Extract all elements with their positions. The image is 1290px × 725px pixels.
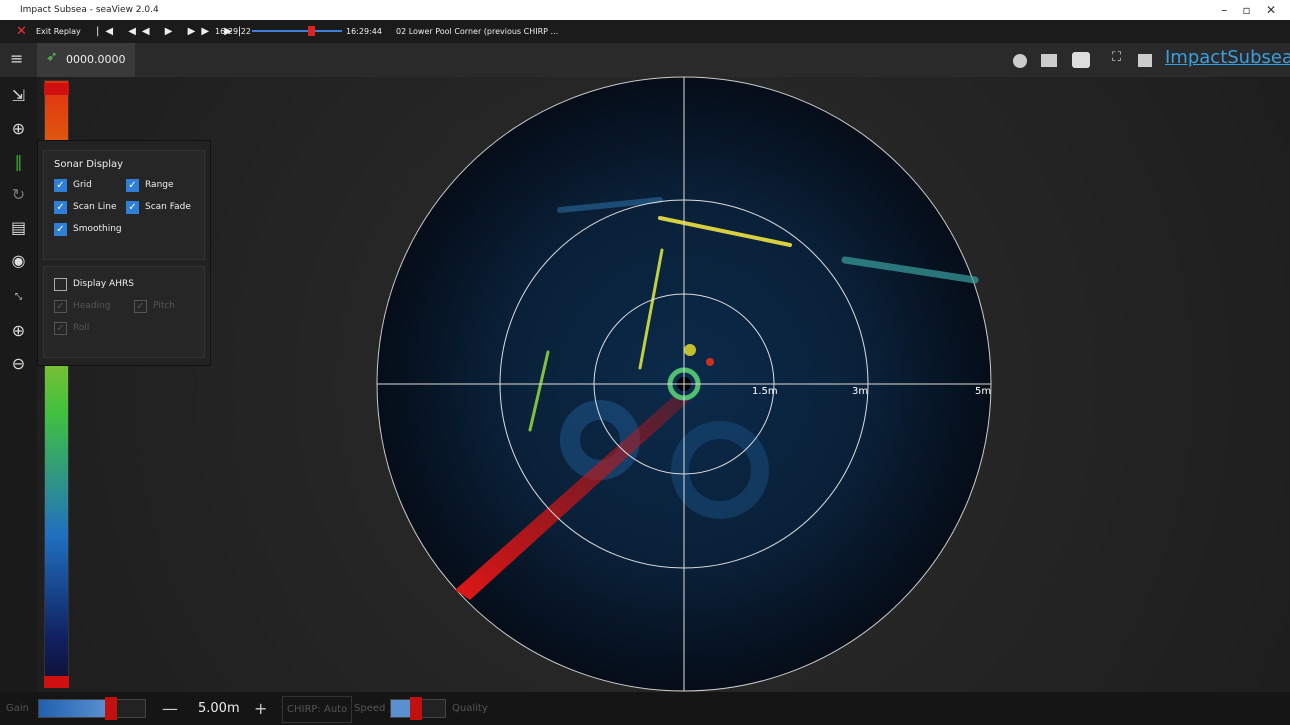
gain-label: Gain: [6, 703, 29, 714]
fullscreen-button[interactable]: ⛶: [1112, 50, 1122, 65]
checkbox[interactable]: ✓: [126, 200, 139, 214]
file-name: 02 Lower Pool Corner (previous CHIRP ...: [396, 27, 559, 36]
exit-icon[interactable]: ✕: [16, 24, 27, 39]
sensor-icon: ➶: [46, 49, 58, 65]
speed-label: Speed: [354, 703, 386, 714]
checkbox: ✓: [134, 299, 147, 313]
option[interactable]: ✓ Smoothing: [54, 218, 126, 240]
sonar-view: [37, 77, 1290, 692]
sonar-options: ✓ Grid ✓ Range ✓ Scan Line ✓ Scan Fade ✓ Smoothin…: [54, 174, 194, 240]
sonar-display-title: Sonar Display: [54, 159, 124, 170]
option-label: Smoothing: [73, 224, 122, 234]
option: ✓ Heading: [54, 295, 134, 317]
display-panel: Sonar Display ✓ Grid ✓ Range ✓ Scan Line ✓ Scan…: [37, 140, 211, 366]
checkbox[interactable]: ✓: [54, 222, 67, 236]
checkbox: ✓: [54, 321, 67, 335]
checkbox[interactable]: ✓: [126, 178, 139, 192]
option[interactable]: ✓ Grid: [54, 174, 126, 196]
folder-button[interactable]: [1041, 54, 1057, 67]
scale-top-handle[interactable]: [44, 83, 69, 95]
option[interactable]: ✓ Scan Fade: [126, 196, 206, 218]
chirp[interactable]: CHIRP: Auto: [282, 696, 353, 723]
timeline-thumb[interactable]: [308, 26, 315, 36]
ahrs-box: Display AHRS ✓ Heading ✓ Pitch ✓ Roll: [43, 266, 205, 358]
ahrs-toggle[interactable]: Display AHRS: [54, 273, 194, 295]
layout-button[interactable]: [1138, 54, 1152, 67]
window-title: Impact Subsea - seaView 2.0.4: [20, 5, 159, 15]
menu-button[interactable]: ≡: [10, 49, 24, 68]
option-label: Grid: [73, 180, 92, 190]
playback-controls[interactable]: |◀ ◀◀ ▶ ▶▶ ▶|: [96, 26, 248, 37]
option[interactable]: ✓ Scan Line: [54, 196, 126, 218]
range-increase[interactable]: +: [254, 699, 268, 718]
record-button[interactable]: [1013, 54, 1027, 68]
side-tools[interactable]: ⇲ ⊕ ‖ ↻ ▤ ◉ ⤡ ⊕ ⊖: [10, 86, 27, 373]
option-label: Scan Line: [73, 202, 117, 212]
option-label: Pitch: [153, 301, 175, 311]
sonar-display-box: Sonar Display ✓ Grid ✓ Range ✓ Scan Line ✓ Scan…: [43, 150, 205, 260]
checkbox[interactable]: [54, 277, 67, 291]
title-bar: Impact Subsea - seaView 2.0.4 – ▫ ✕: [0, 0, 1290, 20]
range-value: 5.00m: [198, 701, 240, 716]
logo: ImpactSubsea: [1165, 47, 1290, 68]
exit-replay[interactable]: Exit Replay: [36, 27, 81, 36]
window-controls[interactable]: – ▫ ✕: [1221, 3, 1276, 17]
timeline[interactable]: [252, 30, 342, 32]
option-label: Heading: [73, 301, 111, 311]
option-label: Range: [145, 180, 174, 190]
option: ✓ Roll: [54, 317, 134, 339]
quality-label: Quality: [452, 703, 488, 714]
option-label: Roll: [73, 323, 90, 333]
replay-bar: ✕ Exit Replay |◀ ◀◀ ▶ ▶▶ ▶| 16:29:22 16:…: [0, 20, 1290, 43]
bottom-bar: Gain — 5.00m + CHIRP: Auto Speed Quality: [0, 692, 1290, 725]
gain-thumb[interactable]: [105, 697, 117, 720]
start-time: 16:29:22: [215, 27, 251, 36]
range-decrease[interactable]: —: [162, 699, 178, 718]
ahrs-options: ✓ Heading ✓ Pitch ✓ Roll: [54, 295, 194, 339]
checkbox[interactable]: ✓: [54, 200, 67, 214]
position-box: [37, 43, 135, 77]
scale-bottom-handle[interactable]: [44, 676, 69, 688]
checkbox[interactable]: ✓: [54, 178, 67, 192]
checkbox: ✓: [54, 299, 67, 313]
speed-thumb[interactable]: [410, 697, 422, 720]
end-time: 16:29:44: [346, 27, 382, 36]
option-label: Display AHRS: [73, 279, 134, 289]
camera-button[interactable]: [1072, 52, 1090, 68]
gain-slider[interactable]: [38, 699, 146, 718]
sidebar: ⇲ ⊕ ‖ ↻ ▤ ◉ ⤡ ⊕ ⊖: [0, 77, 37, 692]
header-bar: ≡ ➶ 0000.0000 ⛶ ImpactSubsea: [0, 43, 1290, 77]
option[interactable]: ✓ Range: [126, 174, 206, 196]
position: 0000.0000: [66, 53, 126, 66]
option: ✓ Pitch: [134, 295, 206, 317]
option-label: Scan Fade: [145, 202, 191, 212]
